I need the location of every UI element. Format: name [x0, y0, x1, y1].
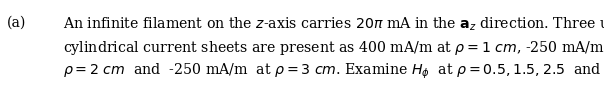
Text: $3.5$ $cm$.: $3.5$ $cm$. — [63, 84, 117, 85]
Text: An infinite filament on the $z$-axis carries $20\pi$ mA in the $\mathbf{a}_z$ di: An infinite filament on the $z$-axis car… — [63, 15, 604, 33]
Text: cylindrical current sheets are present as 400 mA/m at $\rho = 1$ $cm$, -250 mA/m: cylindrical current sheets are present a… — [63, 39, 604, 57]
Text: $\rho = 2$ $cm$  and  -250 mA/m  at $\rho = 3$ $cm$. Examine $H_\phi$  at $\rho : $\rho = 2$ $cm$ and -250 mA/m at $\rho =… — [63, 62, 602, 81]
Text: (a): (a) — [7, 15, 27, 29]
